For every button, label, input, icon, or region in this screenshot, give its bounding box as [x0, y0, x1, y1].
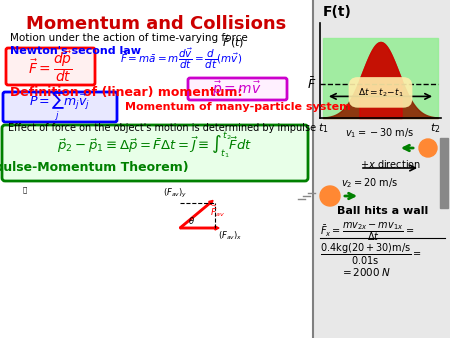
Text: $t_1$: $t_1$ — [318, 121, 328, 135]
Text: $= 2000\;N$: $= 2000\;N$ — [340, 266, 392, 278]
Bar — [313, 0, 450, 338]
Bar — [440, 138, 448, 208]
FancyBboxPatch shape — [188, 78, 287, 100]
FancyBboxPatch shape — [3, 92, 117, 122]
Text: $v_2 = 20$ m/s: $v_2 = 20$ m/s — [342, 176, 399, 190]
Text: F(t): F(t) — [323, 5, 352, 19]
FancyBboxPatch shape — [2, 125, 308, 181]
Text: $(F_{av})_y$: $(F_{av})_y$ — [163, 187, 187, 200]
Text: $\vec{F}\,(t)$: $\vec{F}\,(t)$ — [222, 33, 244, 50]
Text: $+x$ direction: $+x$ direction — [360, 158, 421, 170]
Text: Momentum and Collisions: Momentum and Collisions — [26, 15, 286, 33]
Text: $\Delta t=t_2\!-\!t_1$: $\Delta t=t_2\!-\!t_1$ — [358, 86, 403, 99]
Text: Ball hits a wall: Ball hits a wall — [338, 206, 428, 216]
Text: $\vec{F}=\dfrac{d\vec{p}}{dt}$: $\vec{F}=\dfrac{d\vec{p}}{dt}$ — [28, 49, 72, 84]
FancyArrow shape — [180, 200, 213, 228]
Text: $\vec{P}=\sum_j m_j\vec{v}_j$: $\vec{P}=\sum_j m_j\vec{v}_j$ — [29, 91, 90, 123]
Text: $\theta$: $\theta$ — [188, 215, 194, 225]
Text: Motion under the action of time-varying force: Motion under the action of time-varying … — [10, 33, 254, 43]
Bar — [323, 38, 438, 118]
Text: $\vec{p}=m\vec{v}$: $\vec{p}=m\vec{v}$ — [212, 79, 262, 99]
Text: $(F_{av})_x$: $(F_{av})_x$ — [218, 230, 242, 242]
Circle shape — [419, 139, 437, 157]
FancyArrow shape — [180, 226, 219, 230]
Text: $\vec{p}_2-\vec{p}_1\equiv\Delta\vec{p}=\bar{F}\Delta t=\vec{J}\equiv\int_{t_1}^: $\vec{p}_2-\vec{p}_1\equiv\Delta\vec{p}=… — [58, 131, 252, 161]
Text: $t_2$: $t_2$ — [430, 121, 440, 135]
Text: Effect of force on the object's motion is determined by impulse: Effect of force on the object's motion i… — [8, 123, 316, 133]
Text: Definition of (linear) momentum:: Definition of (linear) momentum: — [10, 86, 243, 99]
Text: Momentum of many-particle system: Momentum of many-particle system — [125, 102, 351, 112]
Text: $v_1 = -30$ m/s: $v_1 = -30$ m/s — [345, 126, 414, 140]
Text: $\vec{F}=m\bar{a}=m\dfrac{d\vec{v}}{dt}=\dfrac{d}{dt}(m\vec{v})$: $\vec{F}=m\bar{a}=m\dfrac{d\vec{v}}{dt}=… — [120, 46, 242, 71]
Text: ⚽: ⚽ — [23, 186, 27, 193]
Text: (Impulse-Momentum Theorem): (Impulse-Momentum Theorem) — [0, 162, 189, 174]
Circle shape — [320, 186, 340, 206]
Text: $\dfrac{0.4\mathrm{kg}(20+30)\mathrm{m/s}}{0.01\mathrm{s}}=$: $\dfrac{0.4\mathrm{kg}(20+30)\mathrm{m/s… — [320, 242, 422, 267]
Text: $\bar{F}_x = \dfrac{mv_{2x}-mv_{1x}}{\Delta t}=$: $\bar{F}_x = \dfrac{mv_{2x}-mv_{1x}}{\De… — [320, 220, 414, 243]
Text: $\bar{F}$: $\bar{F}$ — [306, 77, 316, 92]
Text: $\vec{F}_{av}$: $\vec{F}_{av}$ — [210, 203, 225, 219]
FancyBboxPatch shape — [6, 48, 95, 85]
Text: Newton's second law: Newton's second law — [10, 46, 141, 56]
